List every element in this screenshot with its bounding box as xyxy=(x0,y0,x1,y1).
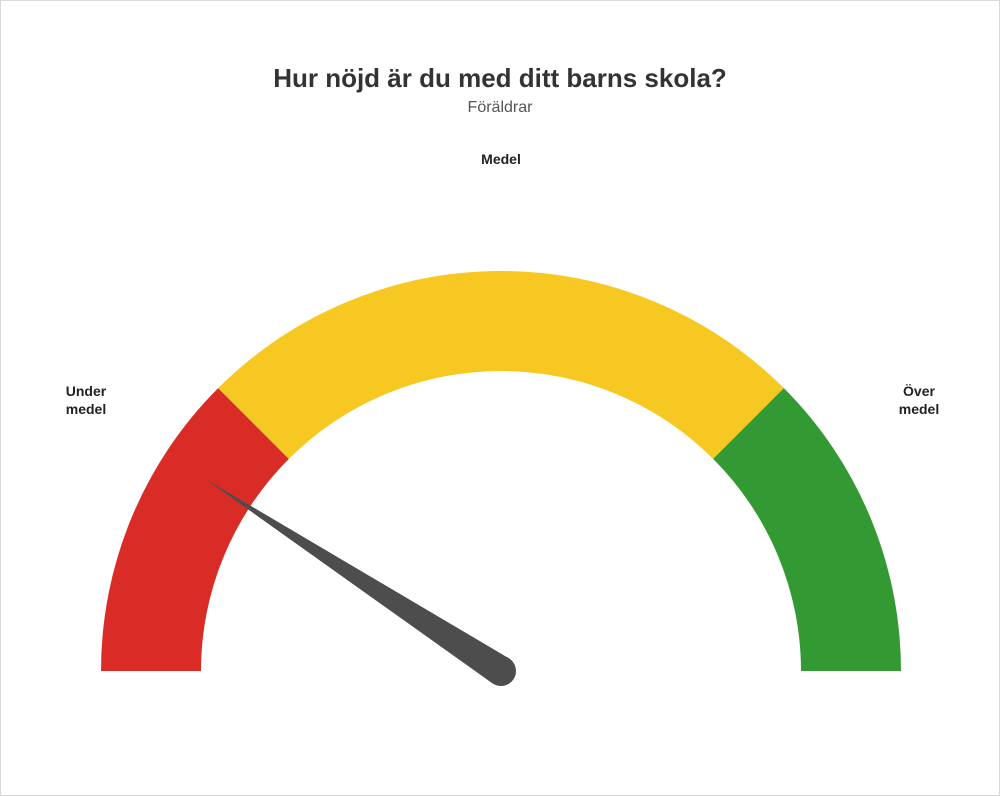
gauge-chart: Under medel Medel Över medel xyxy=(51,161,951,721)
gauge-needle xyxy=(206,479,509,683)
gauge-segment-medel xyxy=(218,271,784,459)
gauge-label-medel: Medel xyxy=(471,151,531,169)
chart-title: Hur nöjd är du med ditt barns skola? xyxy=(1,63,999,94)
gauge-label-over-medel: Över medel xyxy=(889,383,949,418)
gauge-needle-hub xyxy=(486,656,516,686)
chart-subtitle: Föräldrar xyxy=(1,99,999,117)
chart-frame: Hur nöjd är du med ditt barns skola? För… xyxy=(0,0,1000,796)
gauge-label-under-medel: Under medel xyxy=(56,383,116,418)
gauge-svg xyxy=(51,161,951,721)
